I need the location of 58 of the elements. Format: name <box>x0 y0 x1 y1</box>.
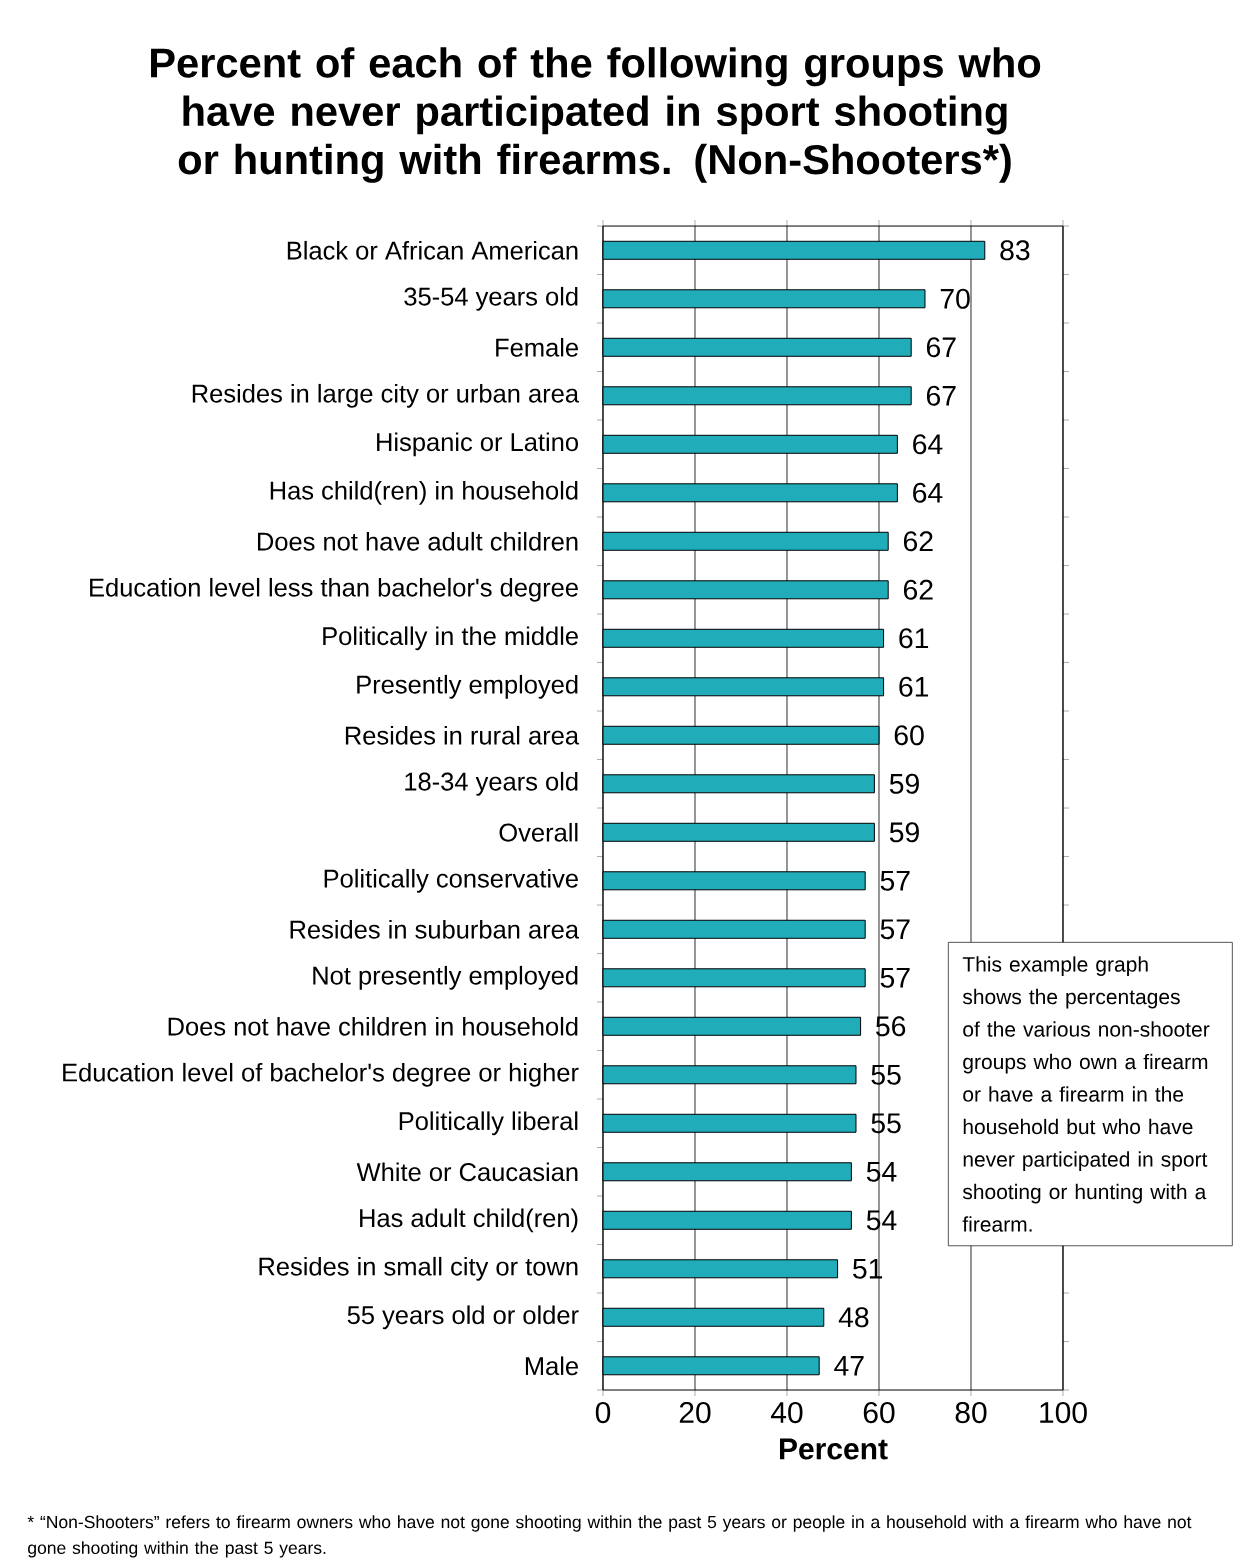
data-label: 57 <box>880 870 910 891</box>
x-tick-label: 100 <box>1040 1401 1087 1424</box>
y-tick-label: 35-54 years old <box>404 286 578 311</box>
x-tick-label: 20 <box>679 1401 711 1424</box>
text: This example graph shows the percentages of the various non-shooter groups who own a firearm or have a firearm in the household but who have never participated in sport shooting or hunting with a firearm. <box>962 956 1210 1232</box>
data-label: 59 <box>889 773 919 794</box>
y-tick-label: Has child(ren) in household <box>270 480 578 505</box>
y-tick-label: Overall <box>499 822 578 842</box>
data-label: 64 <box>913 482 943 503</box>
x-tick-label: 40 <box>770 1401 803 1424</box>
data-label: 48 <box>838 1307 869 1328</box>
data-label: 60 <box>894 725 924 746</box>
y-tick-label: Education level of bachelor's degree or higher <box>63 1062 579 1087</box>
data-label: 64 <box>913 434 943 455</box>
data-label: 61 <box>899 676 929 697</box>
data-label: 62 <box>903 579 933 600</box>
data-label: 55 <box>871 1064 901 1085</box>
y-tick-label: Resides in large city or urban area <box>192 383 580 408</box>
data-label: 55 <box>871 1113 901 1134</box>
text: * “Non-Shooters” refers to firearm owners who have not gone shooting within the past 5 years or people in a household with a firearm who have not gone shooting within the past 5 years. <box>27 1515 1192 1558</box>
data-label: 61 <box>899 628 929 649</box>
y-tick-label: White or Caucasian <box>356 1162 578 1182</box>
y-tick-label: Does not have adult children <box>257 531 578 551</box>
data-label: 54 <box>866 1210 897 1231</box>
x-tick-label: 60 <box>863 1401 895 1424</box>
y-tick-label: Resides in rural area <box>345 725 580 745</box>
y-tick-label: Black or African American <box>287 240 578 260</box>
y-tick-label: Politically in the middle <box>323 626 578 651</box>
y-tick-label: 18-34 years old <box>405 771 578 796</box>
data-label: 67 <box>926 337 956 358</box>
y-tick-label: Presently employed <box>357 674 578 699</box>
y-tick-label: Male <box>525 1356 578 1376</box>
y-tick-label: Female <box>496 337 578 357</box>
data-label: 59 <box>889 822 919 843</box>
y-tick-label: Politically liberal <box>399 1111 578 1136</box>
data-label: 70 <box>940 288 970 309</box>
data-label: 57 <box>880 967 910 988</box>
data-label: 51 <box>853 1258 883 1279</box>
y-tick-label: Has adult child(ren) <box>360 1208 578 1233</box>
data-label: 57 <box>880 919 910 940</box>
y-tick-label: Does not have children in household <box>168 1016 578 1036</box>
data-label: 62 <box>903 531 933 552</box>
y-tick-label: Hispanic or Latino <box>377 432 578 457</box>
y-tick-label: Politically conservative <box>324 868 578 893</box>
data-label: 83 <box>1000 240 1030 261</box>
data-label: 67 <box>926 385 956 406</box>
data-label: 54 <box>866 1161 897 1182</box>
y-tick-label: 55 years old or older <box>347 1305 579 1330</box>
y-tick-label: Resides in small city or town <box>259 1256 578 1281</box>
x-axis-title: Percent <box>779 1438 888 1460</box>
chart-title: Percent of each of the following groups who have never participated in sport shooting or hunting with firearms. (Non-Shooters*) <box>151 47 1041 183</box>
x-tick-label: 80 <box>955 1401 987 1424</box>
y-tick-label: Not presently employed <box>313 965 578 990</box>
y-tick-label: Resides in suburban area <box>290 919 580 939</box>
data-label: 47 <box>834 1356 864 1376</box>
data-label: 56 <box>876 1016 906 1037</box>
y-tick-label: Education level less than bachelor's degree <box>90 577 578 602</box>
x-tick-label: 0 <box>595 1401 611 1424</box>
